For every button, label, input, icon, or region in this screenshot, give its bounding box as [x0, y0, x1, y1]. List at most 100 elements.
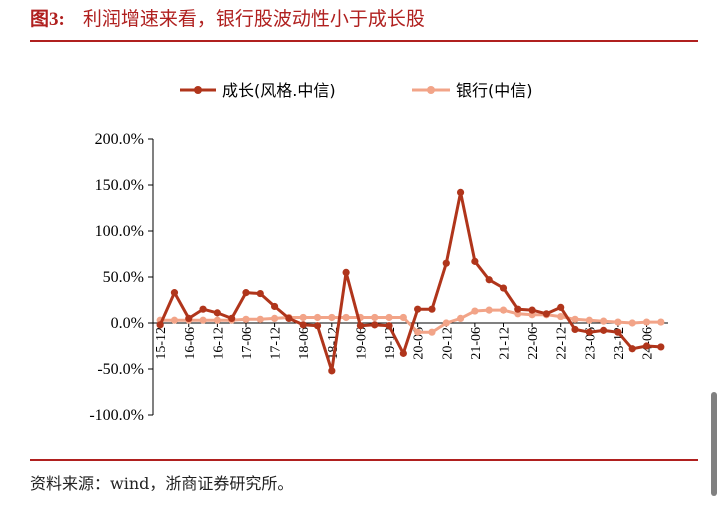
data-point: [385, 313, 393, 322]
data-point: [156, 321, 164, 329]
data-point: [585, 328, 593, 336]
x-tick-label: 15-12: [154, 327, 169, 360]
data-point: [499, 306, 508, 314]
data-point: [485, 306, 493, 314]
data-point: [485, 276, 493, 284]
data-point: [185, 314, 193, 322]
x-tick-label: 17-06: [240, 327, 255, 360]
data-point: [456, 314, 465, 322]
x-tick-label: 23-06: [583, 327, 598, 360]
scrollbar[interactable]: [711, 392, 717, 496]
x-tick-label: 16-06: [183, 327, 198, 360]
data-point: [170, 316, 179, 324]
data-point: [600, 317, 608, 325]
y-tick-label: 50.0%: [103, 269, 144, 286]
data-point: [270, 314, 279, 322]
data-point: [528, 306, 536, 314]
y-tick-label: -100.0%: [89, 407, 144, 424]
chart-lines: [156, 188, 665, 375]
data-point: [557, 303, 565, 311]
data-point: [428, 328, 436, 336]
data-point: [628, 345, 636, 353]
data-point: [328, 313, 336, 322]
data-point: [585, 316, 593, 324]
x-tick-label: 19-06: [354, 327, 369, 360]
data-point: [228, 314, 236, 322]
data-point: [242, 315, 250, 323]
data-point: [213, 316, 221, 324]
figure-number: 图3:: [30, 9, 65, 30]
data-point: [499, 284, 508, 292]
data-point: [199, 305, 207, 313]
data-point: [371, 321, 379, 329]
data-point: [471, 307, 479, 315]
x-tick-label: 22-12: [555, 327, 570, 360]
data-point: [313, 322, 322, 330]
data-point: [342, 313, 350, 322]
data-point: [299, 321, 307, 329]
data-point: [442, 319, 450, 327]
data-point: [170, 289, 179, 297]
data-point: [542, 310, 551, 318]
top-rule: [30, 40, 698, 42]
data-point: [256, 315, 264, 323]
data-point: [256, 289, 264, 298]
data-point: [242, 289, 250, 297]
data-point: [571, 325, 579, 334]
legend-label: 银行(中信): [456, 81, 533, 100]
data-point: [471, 257, 479, 265]
x-tick-label: 21-12: [497, 327, 512, 360]
data-point: [442, 259, 450, 267]
data-point: [371, 313, 379, 322]
data-point: [557, 312, 565, 321]
data-point: [342, 268, 350, 276]
y-tick-label: 0.0%: [111, 315, 144, 332]
x-tick-label: 22-06: [526, 327, 541, 360]
source-note: 资料来源：wind，浙商证券研究所。: [30, 474, 294, 493]
data-point: [313, 313, 322, 322]
x-tick-label: 17-12: [269, 327, 284, 360]
data-point: [571, 315, 579, 323]
data-point: [399, 313, 407, 322]
data-point: [428, 305, 436, 313]
data-point: [328, 367, 336, 375]
x-tick-label: 23-12: [612, 327, 627, 360]
data-point: [657, 318, 665, 326]
y-tick-label: 150.0%: [95, 177, 144, 194]
x-tick-label: 21-06: [469, 327, 484, 360]
data-point: [299, 313, 307, 322]
chart-legend: 成长(风格.中信) 银行(中信): [180, 81, 533, 100]
x-tick-label: 20-06: [412, 327, 427, 360]
data-point: [514, 305, 522, 313]
y-tick-label: 100.0%: [95, 223, 144, 240]
legend-label: 成长(风格.中信): [222, 81, 336, 100]
chart-axes: 200.0% 150.0% 100.0% 50.0% 0.0% -50.0% -100.0%…: [89, 131, 668, 424]
data-point: [600, 326, 608, 334]
data-point: [628, 319, 636, 327]
data-point: [642, 318, 651, 326]
data-point: [657, 343, 665, 351]
y-tick-label: 200.0%: [95, 131, 144, 148]
data-point: [270, 302, 279, 311]
data-point: [356, 322, 365, 330]
data-point: [614, 318, 622, 326]
legend-swatch-marker: [194, 86, 202, 94]
figure-title: 图3: 利润增速来看，银行股波动性小于成长股: [30, 4, 425, 31]
x-tick-label: 16-12: [211, 327, 226, 360]
bottom-rule: [30, 459, 698, 461]
data-point: [399, 349, 407, 357]
data-point: [199, 316, 207, 324]
data-point: [456, 188, 465, 196]
data-point: [614, 328, 622, 336]
figure-title-text: 利润增速来看，银行股波动性小于成长股: [82, 8, 425, 30]
legend-swatch-marker: [427, 86, 435, 94]
x-tick-label: 18-06: [297, 327, 312, 360]
data-point: [414, 328, 422, 336]
data-point: [213, 309, 221, 317]
x-tick-label: 20-12: [440, 327, 455, 360]
y-tick-label: -50.0%: [97, 361, 144, 378]
data-point: [414, 305, 422, 313]
data-point: [642, 342, 651, 350]
data-point: [385, 322, 393, 330]
